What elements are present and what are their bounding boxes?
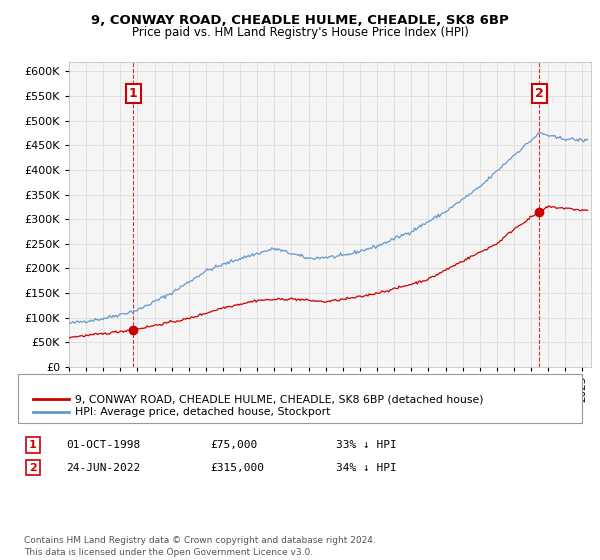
- Text: 1: 1: [129, 87, 137, 100]
- Text: 34% ↓ HPI: 34% ↓ HPI: [336, 463, 397, 473]
- Text: 9, CONWAY ROAD, CHEADLE HULME, CHEADLE, SK8 6BP (detached house): 9, CONWAY ROAD, CHEADLE HULME, CHEADLE, …: [75, 394, 484, 404]
- Text: 2: 2: [29, 463, 37, 473]
- Text: 33% ↓ HPI: 33% ↓ HPI: [336, 440, 397, 450]
- Text: Contains HM Land Registry data © Crown copyright and database right 2024.
This d: Contains HM Land Registry data © Crown c…: [24, 536, 376, 557]
- Text: 2: 2: [535, 87, 544, 100]
- Text: 9, CONWAY ROAD, CHEADLE HULME, CHEADLE, SK8 6BP: 9, CONWAY ROAD, CHEADLE HULME, CHEADLE, …: [91, 14, 509, 27]
- Text: 24-JUN-2022: 24-JUN-2022: [66, 463, 140, 473]
- Text: £315,000: £315,000: [210, 463, 264, 473]
- Text: HPI: Average price, detached house, Stockport: HPI: Average price, detached house, Stoc…: [75, 407, 331, 417]
- Text: 1: 1: [29, 440, 37, 450]
- Text: £75,000: £75,000: [210, 440, 257, 450]
- Text: Price paid vs. HM Land Registry's House Price Index (HPI): Price paid vs. HM Land Registry's House …: [131, 26, 469, 39]
- Text: 01-OCT-1998: 01-OCT-1998: [66, 440, 140, 450]
